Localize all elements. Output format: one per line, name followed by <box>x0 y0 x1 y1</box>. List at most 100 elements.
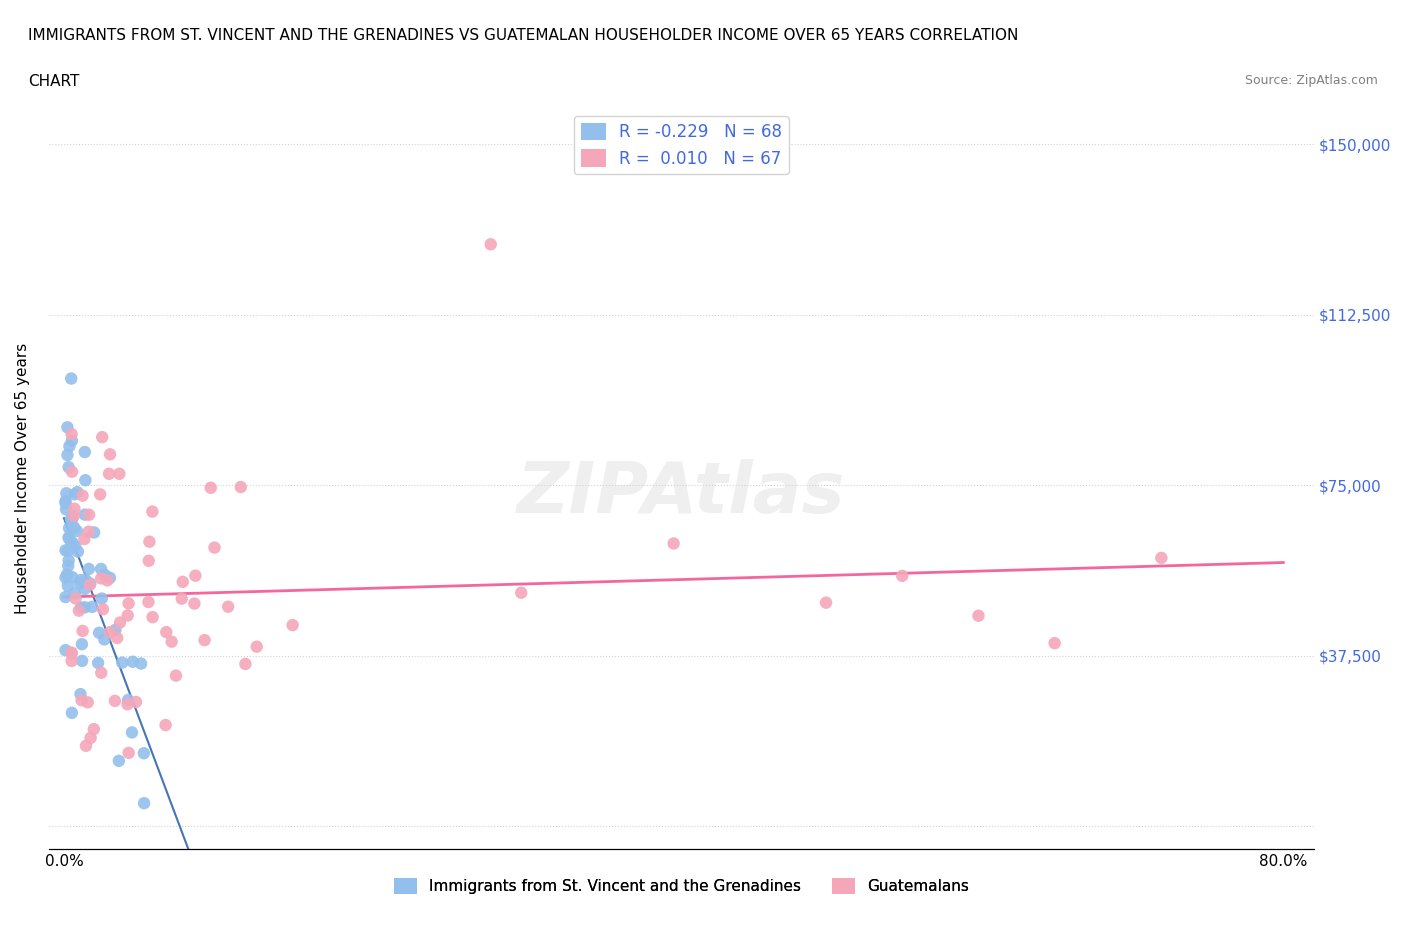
Immigrants from St. Vincent and the Grenadines <box>108 753 131 768</box>
Guatemalans <box>118 746 141 761</box>
Legend: Immigrants from St. Vincent and the Grenadines, Guatemalans: Immigrants from St. Vincent and the Gren… <box>388 872 974 900</box>
Guatemalans <box>72 623 94 638</box>
Guatemalans <box>60 427 83 442</box>
Immigrants from St. Vincent and the Grenadines <box>121 725 143 740</box>
Immigrants from St. Vincent and the Grenadines <box>63 487 86 502</box>
Guatemalans <box>117 596 139 611</box>
Immigrants from St. Vincent and the Grenadines <box>60 433 83 448</box>
Guatemalans <box>72 488 94 503</box>
Guatemalans <box>184 568 207 583</box>
Immigrants from St. Vincent and the Grenadines <box>121 655 143 670</box>
Guatemalans <box>79 578 101 592</box>
Guatemalans <box>98 466 121 481</box>
Guatemalans <box>63 501 86 516</box>
Guatemalans <box>67 604 90 618</box>
Guatemalans <box>891 568 914 583</box>
Guatemalans <box>90 571 112 586</box>
Immigrants from St. Vincent and the Grenadines <box>75 573 97 588</box>
Y-axis label: Householder Income Over 65 years: Householder Income Over 65 years <box>15 342 30 614</box>
Guatemalans <box>98 447 121 462</box>
Guatemalans <box>200 480 222 495</box>
Immigrants from St. Vincent and the Grenadines <box>129 657 152 671</box>
Text: IMMIGRANTS FROM ST. VINCENT AND THE GRENADINES VS GUATEMALAN HOUSEHOLDER INCOME : IMMIGRANTS FROM ST. VINCENT AND THE GREN… <box>28 28 1018 43</box>
Immigrants from St. Vincent and the Grenadines <box>58 521 80 536</box>
Guatemalans <box>65 591 87 606</box>
Immigrants from St. Vincent and the Grenadines <box>89 625 111 640</box>
Guatemalans <box>172 575 194 590</box>
Immigrants from St. Vincent and the Grenadines <box>63 520 86 535</box>
Guatemalans <box>170 591 193 606</box>
Immigrants from St. Vincent and the Grenadines <box>59 512 82 526</box>
Guatemalans <box>75 738 97 753</box>
Guatemalans <box>77 525 100 539</box>
Guatemalans <box>108 615 131 630</box>
Immigrants from St. Vincent and the Grenadines <box>73 581 96 596</box>
Immigrants from St. Vincent and the Grenadines <box>58 558 80 573</box>
Guatemalans <box>98 625 121 640</box>
Guatemalans <box>165 668 187 683</box>
Guatemalans <box>160 634 183 649</box>
Guatemalans <box>63 509 86 524</box>
Immigrants from St. Vincent and the Grenadines <box>55 485 77 500</box>
Immigrants from St. Vincent and the Grenadines <box>90 591 112 606</box>
Guatemalans <box>138 553 160 568</box>
Guatemalans <box>96 573 118 588</box>
Guatemalans <box>815 595 838 610</box>
Immigrants from St. Vincent and the Grenadines <box>73 507 96 522</box>
Immigrants from St. Vincent and the Grenadines <box>77 562 100 577</box>
Guatemalans <box>77 507 100 522</box>
Guatemalans <box>79 730 101 745</box>
Immigrants from St. Vincent and the Grenadines <box>87 656 110 671</box>
Immigrants from St. Vincent and the Grenadines <box>98 570 121 585</box>
Immigrants from St. Vincent and the Grenadines <box>56 544 79 559</box>
Guatemalans <box>217 599 239 614</box>
Guatemalans <box>662 536 685 551</box>
Immigrants from St. Vincent and the Grenadines <box>58 459 80 474</box>
Immigrants from St. Vincent and the Grenadines <box>66 524 89 538</box>
Immigrants from St. Vincent and the Grenadines <box>60 512 83 526</box>
Immigrants from St. Vincent and the Grenadines <box>58 553 80 568</box>
Guatemalans <box>246 639 269 654</box>
Immigrants from St. Vincent and the Grenadines <box>58 530 80 545</box>
Immigrants from St. Vincent and the Grenadines <box>55 494 77 509</box>
Immigrants from St. Vincent and the Grenadines <box>111 656 134 671</box>
Text: ZIPAtlas: ZIPAtlas <box>517 458 845 527</box>
Immigrants from St. Vincent and the Grenadines <box>60 371 83 386</box>
Immigrants from St. Vincent and the Grenadines <box>69 686 91 701</box>
Guatemalans <box>60 645 83 660</box>
Immigrants from St. Vincent and the Grenadines <box>90 562 112 577</box>
Guatemalans <box>83 722 105 737</box>
Immigrants from St. Vincent and the Grenadines <box>62 538 84 553</box>
Guatemalans <box>155 625 177 640</box>
Guatemalans <box>60 646 83 661</box>
Guatemalans <box>91 602 114 617</box>
Immigrants from St. Vincent and the Grenadines <box>58 531 80 546</box>
Immigrants from St. Vincent and the Grenadines <box>55 643 77 658</box>
Immigrants from St. Vincent and the Grenadines <box>56 447 79 462</box>
Immigrants from St. Vincent and the Grenadines <box>55 570 77 585</box>
Immigrants from St. Vincent and the Grenadines <box>55 590 77 604</box>
Immigrants from St. Vincent and the Grenadines <box>69 573 91 588</box>
Guatemalans <box>1043 636 1066 651</box>
Guatemalans <box>90 665 112 680</box>
Immigrants from St. Vincent and the Grenadines <box>82 600 104 615</box>
Text: CHART: CHART <box>28 74 80 89</box>
Immigrants from St. Vincent and the Grenadines <box>73 445 96 459</box>
Immigrants from St. Vincent and the Grenadines <box>62 536 84 551</box>
Guatemalans <box>1150 551 1173 565</box>
Guatemalans <box>70 693 93 708</box>
Guatemalans <box>76 695 98 710</box>
Immigrants from St. Vincent and the Grenadines <box>56 578 79 593</box>
Immigrants from St. Vincent and the Grenadines <box>65 538 87 553</box>
Immigrants from St. Vincent and the Grenadines <box>93 632 115 647</box>
Immigrants from St. Vincent and the Grenadines <box>132 746 155 761</box>
Guatemalans <box>510 585 533 600</box>
Guatemalans <box>281 618 304 632</box>
Immigrants from St. Vincent and the Grenadines <box>60 570 83 585</box>
Immigrants from St. Vincent and the Grenadines <box>55 496 77 511</box>
Immigrants from St. Vincent and the Grenadines <box>83 525 105 539</box>
Immigrants from St. Vincent and the Grenadines <box>66 544 89 559</box>
Immigrants from St. Vincent and the Grenadines <box>70 600 93 615</box>
Guatemalans <box>183 596 205 611</box>
Guatemalans <box>138 534 160 549</box>
